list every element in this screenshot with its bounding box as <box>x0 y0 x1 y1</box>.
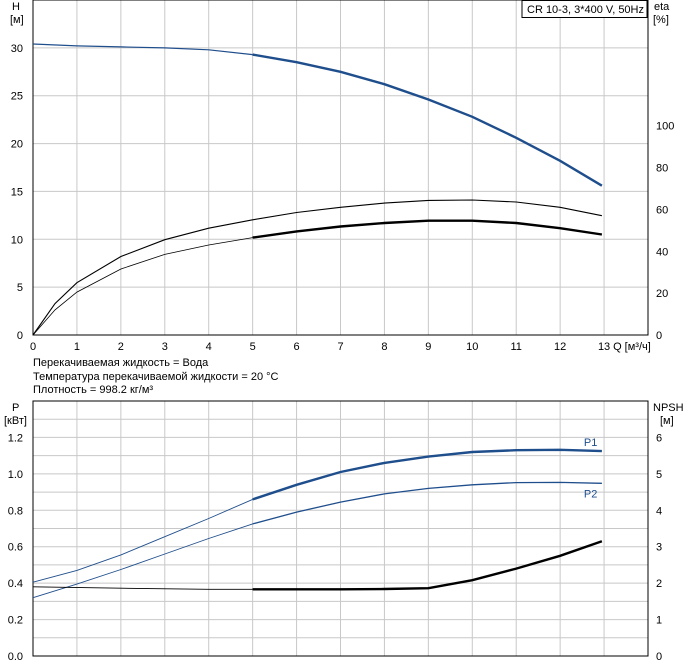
bottom-y-tick-label: 0.4 <box>8 578 23 590</box>
top-y2-axis-label-name: eta <box>654 1 670 13</box>
p2-series-label: P2 <box>584 488 597 500</box>
top-x-tick-label: 7 <box>337 341 343 353</box>
top-x-tick-label: 2 <box>118 341 124 353</box>
bottom-y-axis-label-unit: [кВт] <box>4 415 27 427</box>
p2-curve-thin <box>32 523 253 599</box>
top-y2-axis-label-unit: [%] <box>653 14 669 26</box>
top-x-tick-label: 12 <box>554 341 566 353</box>
top-y2-tick-label: 40 <box>656 246 668 258</box>
bottom-y2-tick-label: 4 <box>656 505 662 517</box>
p2-curve-thick <box>252 481 602 525</box>
top-y-tick-label: 20 <box>11 139 23 151</box>
top-x-axis-label: Q [м³/ч] <box>613 341 651 353</box>
note-density: Плотность = 998.2 кг/м³ <box>33 384 153 396</box>
top-y-axis-label-name: H <box>12 1 20 13</box>
top-x-tick-label: 3 <box>162 341 168 353</box>
top-x-tick-label: 4 <box>206 341 212 353</box>
top-x-tick-label: 9 <box>425 341 431 353</box>
bottom-y2-axis-label-unit: [м] <box>660 415 674 427</box>
top-x-tick-label: 5 <box>250 341 256 353</box>
p1-curve-thick <box>252 448 602 501</box>
bottom-y2-axis-label-name: NPSH <box>653 402 684 414</box>
chart-title: CR 10-3, 3*400 V, 50Hz <box>527 4 644 16</box>
p1-series-label: P1 <box>584 437 597 449</box>
npsh-curve-thin <box>32 586 253 590</box>
top-x-tick-label: 11 <box>511 341 522 353</box>
top-y2-tick-label: 80 <box>656 163 668 175</box>
top-y2-tick-label: 100 <box>656 121 674 133</box>
top-x-tick-label: 10 <box>466 341 478 353</box>
efficiency-curve-upper <box>32 199 603 336</box>
bottom-y-tick-label: 1.2 <box>8 432 23 444</box>
efficiency-curve-lower-thick <box>252 219 603 239</box>
bottom-y-axis-label-name: P <box>12 402 19 414</box>
bottom-y-tick-label: 0.0 <box>8 651 23 663</box>
bottom-y-tick-label: 0.6 <box>8 542 23 554</box>
top-y-tick-label: 15 <box>11 186 23 198</box>
bottom-y2-tick-label: 6 <box>656 432 662 444</box>
bottom-y2-tick-label: 1 <box>656 615 662 627</box>
bottom-y-tick-label: 0.8 <box>8 505 23 517</box>
top-y-tick-label: 10 <box>11 234 23 246</box>
top-y-tick-label: 0 <box>17 330 23 342</box>
chart-title-box <box>521 0 648 18</box>
top-y-axis-label-unit: [м] <box>10 14 24 26</box>
bottom-y2-tick-label: 5 <box>656 469 662 481</box>
head-curve-thin <box>32 43 253 56</box>
top-plot-frame <box>32 0 649 336</box>
top-x-tick-label: 0 <box>30 341 36 353</box>
top-y-tick-label: 25 <box>11 91 23 103</box>
bottom-y-tick-label: 0.2 <box>8 615 23 627</box>
top-x-tick-label: 6 <box>294 341 300 353</box>
top-y2-tick-label: 20 <box>656 288 668 300</box>
top-y-tick-label: 5 <box>17 282 23 294</box>
npsh-curve-thick <box>252 540 603 591</box>
top-y2-tick-label: 60 <box>656 204 668 216</box>
bottom-y2-tick-label: 3 <box>656 542 662 554</box>
note-liquid: Перекачиваемая жидкость = Вода <box>33 357 209 369</box>
p1-curve-thin <box>32 498 253 583</box>
efficiency-curve-lower-thin <box>32 237 253 336</box>
note-temperature: Температура перекачиваемой жидкости = 20… <box>33 371 279 383</box>
head-curve-thick <box>252 53 603 187</box>
top-x-tick-label: 8 <box>381 341 387 353</box>
bottom-y-tick-label: 1.0 <box>8 469 23 481</box>
top-y-tick-label: 30 <box>11 43 23 55</box>
top-x-tick-label: 13 <box>598 341 610 353</box>
top-y2-tick-label: 0 <box>656 330 662 342</box>
bottom-plot-frame <box>32 400 649 657</box>
bottom-y2-tick-label: 2 <box>656 578 662 590</box>
top-x-tick-label: 1 <box>74 341 80 353</box>
bottom-y2-tick-label: 0 <box>656 651 662 663</box>
